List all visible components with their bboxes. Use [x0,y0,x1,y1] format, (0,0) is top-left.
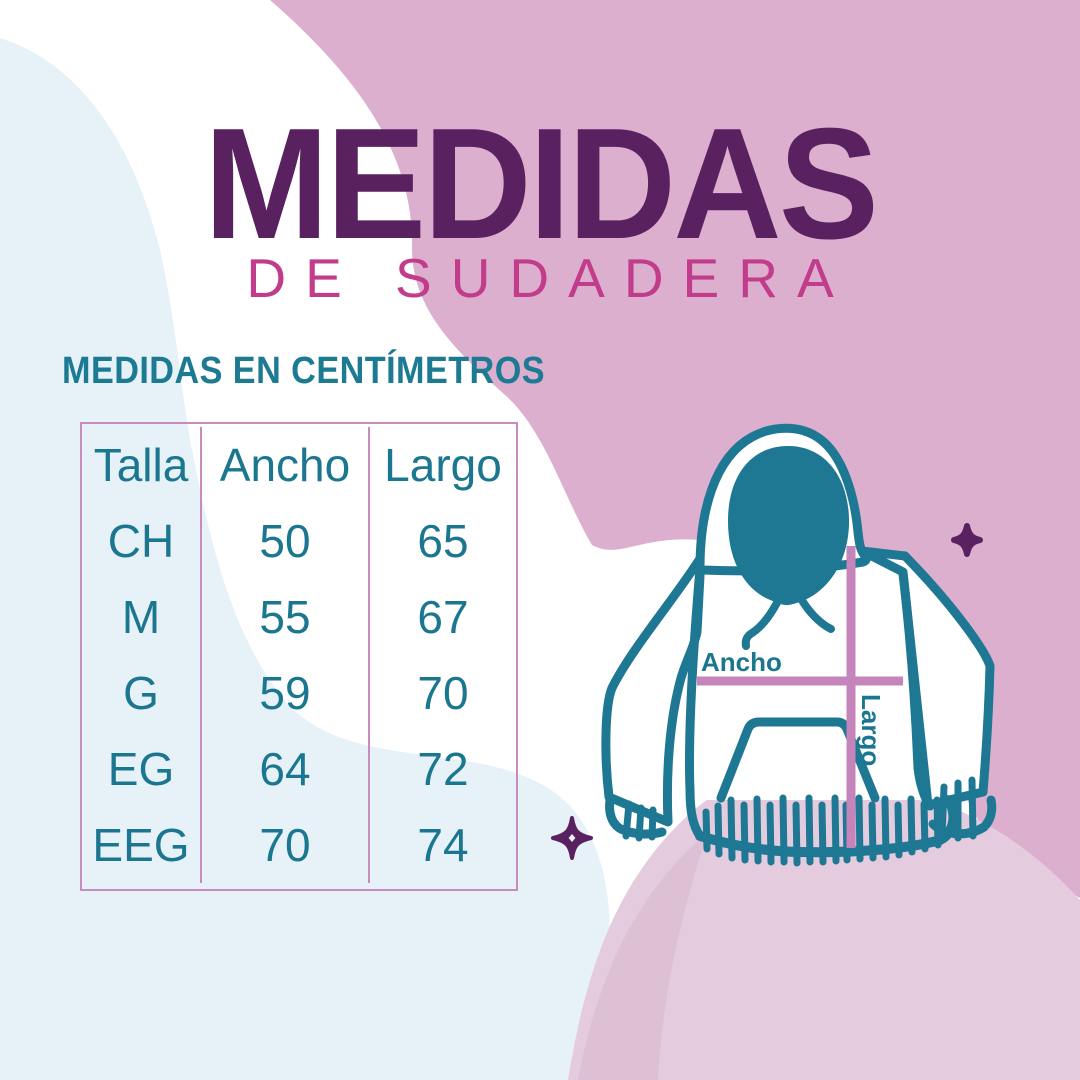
hoodie-hem-ribs [702,794,942,867]
page-title: MEDIDAS [203,96,879,272]
sparkle-icon-small [951,523,983,557]
table-cell-length: 72 [417,743,469,795]
size-table: Talla Ancho Largo CH 50 65 M 55 67 G 59 … [80,422,518,891]
table-cell-width: 55 [202,579,370,655]
length-measure-label: Largo [856,694,886,766]
units-heading: MEDIDAS EN CENTÍMETROS [62,350,546,392]
column-header-talla: Talla [82,427,202,503]
table-cell-size: G [82,655,202,731]
table-cell-width: 59 [202,655,370,731]
hoodie-diagram: Ancho Largo [601,423,997,867]
hoodie-drawstring-right [796,593,835,633]
hoodie-hem [695,795,959,858]
table-cell-size: EG [82,731,202,807]
sparkle-icon [551,816,593,860]
table-cell-size: CH [82,503,202,579]
mauve-blob-dark [578,832,708,1080]
table-cell-size: EEG [82,807,202,883]
column-header-largo: Largo [384,439,502,491]
table-cell-size: M [82,579,202,655]
hoodie-body [693,551,922,800]
hoodie-drawstring-left [741,593,784,650]
hoodie-cuff-right [928,795,997,839]
hoodie-cuff-left-ribs [622,800,657,842]
page-subtitle: DE SUDADERA [246,247,853,309]
table-cell-length: 70 [417,667,469,719]
table-cell-length: 65 [417,515,469,567]
width-measure-label: Ancho [701,647,782,677]
pink-blob [270,0,1080,898]
column-header-ancho: Ancho [202,427,370,503]
table-cell-width: 50 [202,503,370,579]
hoodie-pocket [716,717,880,803]
hoodie-cuff-right-ribs [938,776,977,842]
hoodie-body-right-edge [898,569,935,811]
blue-blob [0,38,610,1080]
hoodie-body-left-edge [685,552,706,841]
table-cell-width: 64 [202,731,370,807]
table-cell-length: 74 [417,819,469,871]
hoodie-head [728,446,850,606]
table-cell-width: 70 [202,807,370,883]
table-cell-length: 67 [417,591,469,643]
